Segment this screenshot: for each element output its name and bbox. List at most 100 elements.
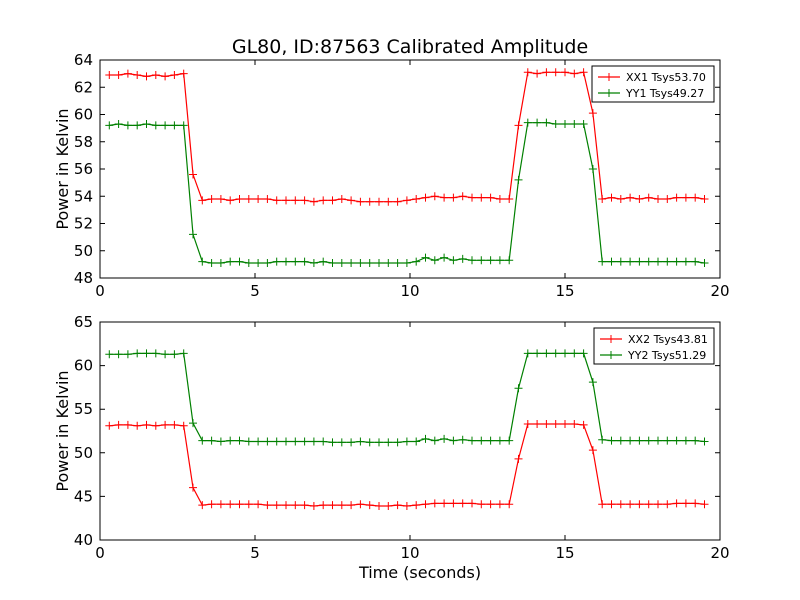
x-axis-label: Time (seconds): [358, 563, 481, 582]
data-point-1-0-24: [328, 501, 337, 510]
data-point-1-0-34: [421, 500, 430, 509]
data-point-1-1-0: [105, 350, 114, 359]
data-point-0-0-11: [207, 194, 216, 203]
data-point-0-1-52: [588, 165, 597, 173]
y-tick-label: 45: [74, 487, 93, 505]
data-point-0-1-0: [105, 121, 114, 130]
data-point-0-1-45: [523, 118, 532, 127]
data-point-0-1-29: [375, 259, 383, 268]
data-point-1-1-50: [570, 349, 579, 358]
legend-marker: [605, 89, 613, 97]
data-point-1-0-53: [598, 500, 607, 509]
data-point-0-0-26: [347, 196, 356, 205]
data-point-0-1-3: [133, 121, 142, 130]
x-tick-label: 10: [400, 544, 419, 562]
data-point-0-1-22: [309, 259, 318, 268]
data-point-1-1-49: [561, 349, 569, 358]
data-point-0-1-47: [542, 118, 551, 127]
data-point-1-0-44: [514, 454, 523, 463]
data-point-1-1-59: [654, 436, 662, 445]
data-point-0-1-42: [495, 256, 504, 265]
data-point-1-1-10: [198, 436, 207, 445]
data-point-0-1-28: [365, 259, 374, 268]
legend-label: YY2 Tsys51.29: [627, 349, 706, 362]
data-point-1-1-32: [402, 437, 411, 446]
data-point-0-1-19: [282, 257, 290, 266]
data-point-1-0-46: [533, 420, 542, 429]
x-tick-label: 20: [710, 544, 729, 562]
data-point-0-0-60: [663, 194, 672, 203]
data-point-0-1-2: [123, 121, 132, 130]
data-point-1-1-38: [458, 435, 467, 444]
data-point-0-1-11: [207, 259, 216, 268]
data-point-0-0-41: [486, 193, 495, 202]
data-point-1-0-16: [254, 500, 263, 509]
data-point-0-0-16: [254, 194, 263, 203]
data-point-1-1-53: [598, 435, 607, 444]
data-point-0-1-37: [449, 256, 458, 265]
data-point-1-0-17: [263, 501, 272, 510]
data-point-0-0-6: [161, 72, 170, 81]
data-point-0-1-46: [533, 118, 542, 127]
data-point-1-0-55: [616, 500, 625, 509]
data-point-1-1-20: [291, 437, 300, 446]
data-point-0-1-36: [440, 253, 449, 262]
data-point-1-1-48: [551, 349, 560, 358]
y-tick-label: 48: [74, 269, 93, 287]
data-point-1-0-0: [105, 421, 114, 430]
data-point-0-0-18: [272, 196, 281, 205]
data-point-0-0-38: [458, 192, 467, 201]
data-point-0-0-64: [700, 194, 709, 203]
data-point-1-0-37: [449, 499, 458, 508]
data-point-0-1-34: [421, 253, 430, 262]
data-point-0-1-55: [616, 257, 625, 266]
data-point-1-1-61: [672, 436, 681, 445]
data-point-0-0-19: [282, 196, 290, 205]
data-point-1-0-6: [161, 420, 170, 429]
data-point-0-1-13: [226, 257, 235, 266]
data-point-0-1-8: [179, 121, 188, 130]
data-point-1-0-11: [207, 500, 216, 509]
data-point-1-0-26: [347, 501, 356, 510]
data-point-1-0-8: [179, 421, 188, 430]
data-point-0-0-58: [644, 193, 653, 202]
data-point-1-0-60: [663, 500, 672, 509]
data-point-0-1-63: [691, 257, 700, 266]
y-tick-label: 56: [74, 160, 93, 178]
data-point-0-0-24: [328, 196, 337, 205]
data-point-0-1-5: [151, 121, 160, 130]
data-point-1-0-47: [542, 420, 551, 429]
data-point-1-1-19: [282, 437, 290, 446]
x-tick-label: 15: [555, 544, 574, 562]
data-point-1-0-14: [235, 500, 244, 509]
data-point-1-1-7: [170, 350, 179, 359]
data-point-0-0-36: [440, 193, 449, 202]
legend-1: XX2 Tsys43.81 YY2 Tsys51.29: [593, 327, 715, 365]
data-point-1-0-2: [123, 420, 132, 429]
data-point-1-0-56: [626, 500, 635, 509]
data-point-1-1-22: [309, 437, 318, 446]
data-point-0-0-50: [570, 69, 579, 78]
data-point-0-1-33: [412, 257, 421, 266]
data-point-0-1-56: [626, 257, 635, 266]
data-point-0-0-30: [384, 197, 393, 206]
data-point-0-0-43: [505, 194, 514, 203]
data-point-0-0-45: [523, 68, 532, 77]
data-point-1-0-9: [189, 483, 197, 492]
data-point-0-1-26: [347, 259, 356, 268]
data-point-1-1-6: [161, 350, 170, 359]
data-point-0-1-43: [505, 256, 514, 265]
data-point-0-1-57: [635, 257, 644, 266]
data-point-0-1-51: [579, 120, 588, 129]
data-point-0-0-63: [691, 193, 700, 202]
data-point-1-1-11: [207, 436, 216, 445]
data-point-0-1-62: [681, 257, 690, 266]
y-tick-label: 60: [74, 106, 93, 124]
data-point-0-1-20: [291, 257, 300, 266]
data-point-0-0-22: [309, 197, 318, 206]
data-point-0-1-60: [663, 257, 672, 266]
data-point-1-0-18: [272, 501, 281, 510]
data-point-0-0-4: [142, 72, 151, 81]
data-point-0-0-12: [216, 194, 225, 203]
y-tick-label: 40: [74, 531, 93, 549]
